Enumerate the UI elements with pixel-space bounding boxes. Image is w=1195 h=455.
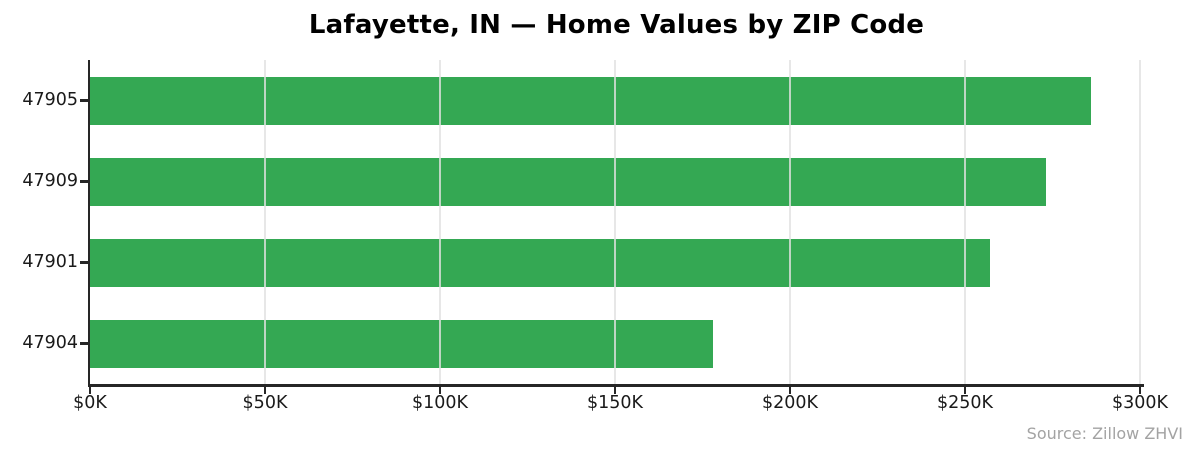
x-axis-spine: [87, 384, 1144, 387]
x-tick-mark-200: [788, 387, 792, 394]
gridline-100: [439, 60, 441, 384]
x-tick-mark-250: [963, 387, 967, 394]
x-tick-label-250: $250K: [936, 393, 993, 413]
bar-row-47904: [90, 303, 1143, 384]
y-tick-label-47901: 47901: [22, 252, 78, 272]
y-tick-mark-47901: [80, 261, 88, 264]
y-tick-label-47904: 47904: [22, 333, 78, 353]
y-tick-mark-47905: [80, 99, 88, 102]
x-tick-mark-100: [438, 387, 442, 394]
bar-47905: [90, 76, 1091, 125]
bar-row-47909: [90, 141, 1143, 222]
y-tick-mark-47904: [80, 342, 88, 345]
gridline-200: [789, 60, 791, 384]
y-tick-mark-47909: [80, 180, 88, 183]
x-tick-mark-0: [88, 387, 92, 394]
y-tick-label-47909: 47909: [22, 171, 78, 191]
x-tick-mark-150: [613, 387, 617, 394]
source-note: Source: Zillow ZHVI: [1026, 424, 1183, 443]
gridline-50: [264, 60, 266, 384]
bar-47901: [90, 238, 990, 287]
x-tick-mark-50: [263, 387, 267, 394]
x-tick-label-200: $200K: [761, 393, 818, 413]
gridline-250: [964, 60, 966, 384]
bar-row-47905: [90, 60, 1143, 141]
bar-47909: [90, 157, 1046, 206]
x-tick-label-300: $300K: [1111, 393, 1168, 413]
plot-area: [90, 60, 1143, 384]
gridline-150: [614, 60, 616, 384]
x-tick-label-0: $0K: [73, 393, 107, 413]
gridline-300: [1139, 60, 1141, 384]
x-tick-mark-300: [1138, 387, 1142, 394]
bar-row-47901: [90, 222, 1143, 303]
x-tick-label-150: $150K: [586, 393, 643, 413]
chart-title: Lafayette, IN — Home Values by ZIP Code: [308, 10, 925, 40]
y-axis-spine: [87, 60, 90, 387]
y-tick-label-47905: 47905: [22, 90, 78, 110]
bar-47904: [90, 319, 713, 368]
x-tick-label-50: $50K: [242, 393, 288, 413]
x-tick-label-100: $100K: [411, 393, 468, 413]
